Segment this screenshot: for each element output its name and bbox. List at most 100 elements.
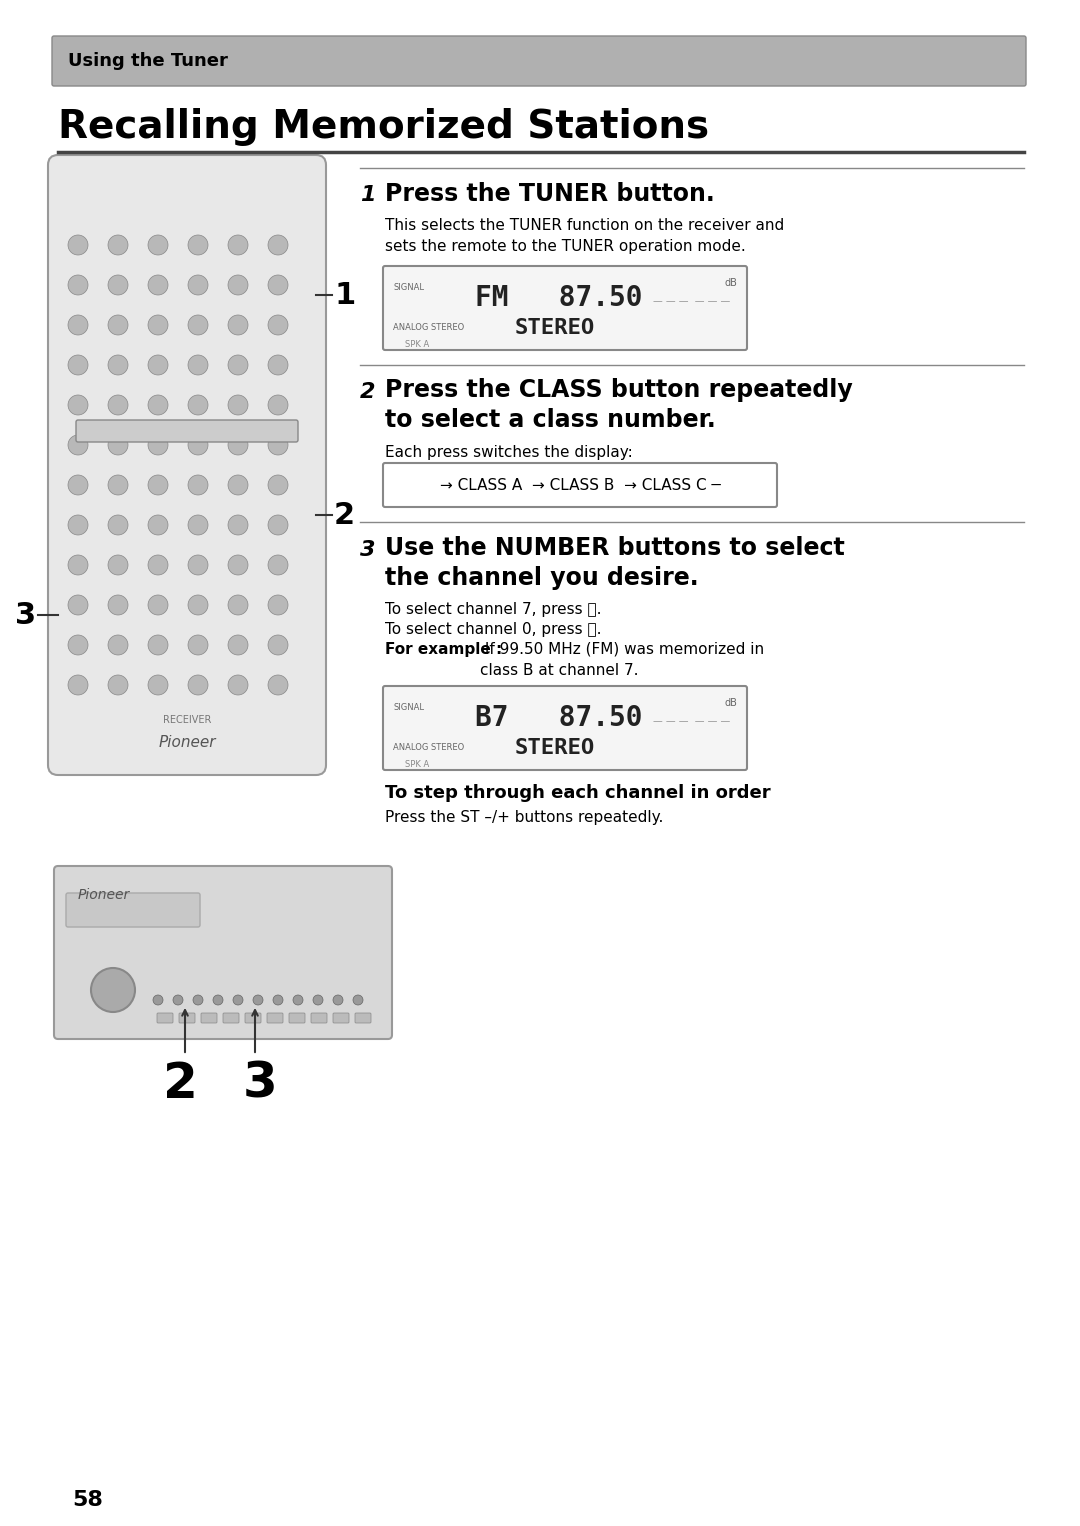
Text: 3: 3 xyxy=(360,540,376,560)
Circle shape xyxy=(68,635,87,655)
Text: 2: 2 xyxy=(360,382,376,401)
Circle shape xyxy=(108,435,129,455)
Circle shape xyxy=(68,595,87,615)
Circle shape xyxy=(188,275,208,295)
Text: ANALOG STEREO: ANALOG STEREO xyxy=(393,324,464,333)
Circle shape xyxy=(268,635,288,655)
FancyBboxPatch shape xyxy=(201,1013,217,1022)
Circle shape xyxy=(228,356,248,375)
Circle shape xyxy=(153,995,163,1006)
Circle shape xyxy=(148,356,168,375)
Text: 1: 1 xyxy=(334,281,355,310)
Text: 2: 2 xyxy=(334,501,355,530)
Text: To step through each channel in order: To step through each channel in order xyxy=(384,784,771,803)
Circle shape xyxy=(108,595,129,615)
Text: Press the TUNER button.: Press the TUNER button. xyxy=(384,182,715,206)
FancyBboxPatch shape xyxy=(179,1013,195,1022)
Text: SIGNAL: SIGNAL xyxy=(393,703,424,713)
Text: SPK A: SPK A xyxy=(405,340,429,349)
Circle shape xyxy=(193,995,203,1006)
Circle shape xyxy=(188,314,208,336)
Circle shape xyxy=(108,635,129,655)
Text: 3: 3 xyxy=(243,1061,278,1108)
Text: Press the ST –/+ buttons repeatedly.: Press the ST –/+ buttons repeatedly. xyxy=(384,810,663,826)
Circle shape xyxy=(173,995,183,1006)
Circle shape xyxy=(228,555,248,575)
FancyBboxPatch shape xyxy=(311,1013,327,1022)
Circle shape xyxy=(228,475,248,494)
Text: SIGNAL: SIGNAL xyxy=(393,282,424,291)
Circle shape xyxy=(293,995,303,1006)
Text: If 99.50 MHz (FM) was memorized in
class B at channel 7.: If 99.50 MHz (FM) was memorized in class… xyxy=(480,642,765,678)
Text: Recalling Memorized Stations: Recalling Memorized Stations xyxy=(58,108,710,146)
Circle shape xyxy=(68,235,87,255)
FancyBboxPatch shape xyxy=(383,266,747,349)
Circle shape xyxy=(68,435,87,455)
Text: STEREO: STEREO xyxy=(515,317,595,337)
Circle shape xyxy=(148,674,168,694)
Text: To select channel 0, press ⓞ.: To select channel 0, press ⓞ. xyxy=(384,623,602,636)
Circle shape xyxy=(108,275,129,295)
Text: This selects the TUNER function on the receiver and
sets the remote to the TUNER: This selects the TUNER function on the r… xyxy=(384,218,784,253)
Circle shape xyxy=(91,967,135,1012)
Circle shape xyxy=(228,314,248,336)
Text: ANALOG STEREO: ANALOG STEREO xyxy=(393,743,464,752)
Text: STEREO: STEREO xyxy=(515,739,595,758)
Text: — — —  — — —: — — — — — — xyxy=(652,716,730,726)
Circle shape xyxy=(148,235,168,255)
Text: Pioneer: Pioneer xyxy=(78,888,131,902)
Circle shape xyxy=(213,995,222,1006)
Circle shape xyxy=(228,595,248,615)
Circle shape xyxy=(228,674,248,694)
Text: — — —  — — —: — — — — — — xyxy=(652,296,730,307)
Circle shape xyxy=(228,235,248,255)
Circle shape xyxy=(188,635,208,655)
Circle shape xyxy=(148,635,168,655)
Text: 58: 58 xyxy=(72,1489,103,1511)
Circle shape xyxy=(188,514,208,536)
Text: FM   87.50: FM 87.50 xyxy=(475,284,643,311)
Circle shape xyxy=(268,275,288,295)
Circle shape xyxy=(228,275,248,295)
Text: For example :: For example : xyxy=(384,642,502,658)
FancyBboxPatch shape xyxy=(289,1013,305,1022)
Text: 3: 3 xyxy=(15,601,36,630)
Circle shape xyxy=(353,995,363,1006)
Text: SPK A: SPK A xyxy=(405,760,429,769)
Circle shape xyxy=(148,395,168,415)
Circle shape xyxy=(188,555,208,575)
Circle shape xyxy=(253,995,264,1006)
Circle shape xyxy=(268,514,288,536)
FancyBboxPatch shape xyxy=(66,893,200,926)
Circle shape xyxy=(313,995,323,1006)
Circle shape xyxy=(68,514,87,536)
Circle shape xyxy=(108,514,129,536)
Text: To select channel 7, press ⓦ.: To select channel 7, press ⓦ. xyxy=(384,601,602,617)
FancyBboxPatch shape xyxy=(157,1013,173,1022)
Circle shape xyxy=(148,435,168,455)
FancyBboxPatch shape xyxy=(267,1013,283,1022)
Text: B7   87.50: B7 87.50 xyxy=(475,703,643,732)
FancyBboxPatch shape xyxy=(245,1013,261,1022)
Circle shape xyxy=(268,435,288,455)
FancyBboxPatch shape xyxy=(383,687,747,771)
Text: Press the CLASS button repeatedly
to select a class number.: Press the CLASS button repeatedly to sel… xyxy=(384,378,853,432)
Circle shape xyxy=(228,435,248,455)
FancyBboxPatch shape xyxy=(355,1013,372,1022)
Circle shape xyxy=(108,674,129,694)
FancyBboxPatch shape xyxy=(333,1013,349,1022)
Circle shape xyxy=(333,995,343,1006)
Circle shape xyxy=(268,555,288,575)
Circle shape xyxy=(268,674,288,694)
Circle shape xyxy=(148,475,168,494)
Circle shape xyxy=(108,395,129,415)
FancyBboxPatch shape xyxy=(52,37,1026,85)
Circle shape xyxy=(108,235,129,255)
FancyBboxPatch shape xyxy=(383,462,777,507)
Circle shape xyxy=(268,475,288,494)
Circle shape xyxy=(268,595,288,615)
Circle shape xyxy=(108,475,129,494)
Circle shape xyxy=(188,235,208,255)
Circle shape xyxy=(228,635,248,655)
Text: RECEIVER: RECEIVER xyxy=(163,716,212,725)
